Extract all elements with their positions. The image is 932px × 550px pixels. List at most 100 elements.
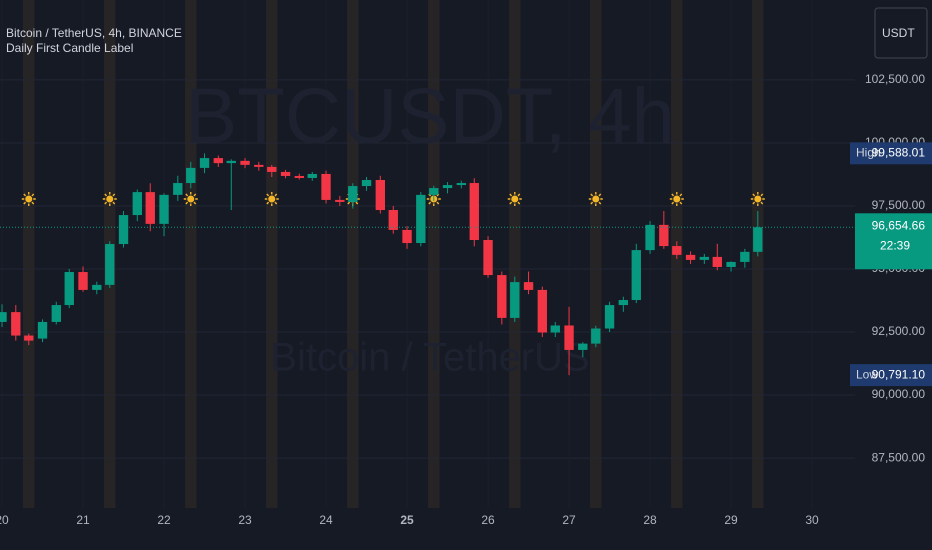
candle-body (523, 282, 534, 290)
last-price-label: 96,654.66 (872, 218, 926, 232)
low-marker-text: Low (856, 367, 878, 381)
candle-body (118, 215, 129, 245)
candle-body (388, 210, 398, 230)
candle-body (173, 183, 183, 195)
day-start-icon (673, 195, 681, 203)
candle-body (429, 188, 439, 195)
candle-body (645, 224, 655, 251)
low-marker-label: 90,791.10 (872, 367, 926, 381)
x-tick-label: 22 (157, 513, 171, 527)
candle-body (578, 343, 588, 350)
day-start-band (347, 0, 359, 508)
y-tick-label: 102,500.00 (865, 72, 925, 86)
candle-body (659, 224, 669, 247)
candle-body (24, 335, 34, 341)
candle-body (37, 321, 48, 339)
candle-body (226, 160, 236, 164)
day-start-band (428, 0, 440, 508)
day-start-icon (187, 195, 195, 203)
day-start-icon (507, 192, 522, 206)
candle-body (361, 180, 372, 187)
candle-body (564, 325, 574, 350)
day-start-band (590, 0, 602, 508)
candle-body (726, 261, 736, 267)
x-tick-label: 25 (400, 513, 414, 527)
candle-body (335, 199, 345, 202)
currency-button[interactable] (874, 7, 928, 59)
x-tick-label: 29 (724, 513, 738, 527)
low-marker-box (850, 364, 932, 387)
high-marker-text: High (856, 146, 881, 160)
candle-body (294, 175, 304, 178)
currency-label[interactable]: USDT (882, 26, 915, 40)
candle-body (537, 289, 548, 333)
x-tick-label: 21 (76, 513, 90, 527)
candle-body (442, 185, 453, 189)
candle-body (254, 164, 264, 167)
candle-body (78, 272, 88, 290)
day-start-icon (592, 195, 600, 203)
candle-body (456, 183, 467, 186)
candle-body (64, 272, 74, 306)
x-tick-label: 28 (643, 513, 657, 527)
countdown-label: 22:39 (880, 238, 910, 252)
day-start-icon (21, 192, 36, 206)
x-tick-label: 23 (238, 513, 252, 527)
x-tick-label: 27 (562, 513, 576, 527)
candle-body (0, 312, 7, 322)
candle-body (321, 173, 331, 200)
day-start-icon (268, 195, 276, 203)
candle-body (740, 251, 750, 262)
candle-body (469, 183, 479, 241)
candle-body (416, 194, 426, 244)
candle-body (483, 240, 493, 276)
candle-body (51, 305, 61, 322)
day-start-icon (588, 192, 603, 206)
x-tick-label: 20 (0, 513, 9, 527)
candle-body (631, 250, 641, 301)
day-start-icon (754, 195, 762, 203)
symbol-title: Bitcoin / TetherUS, 4h, BINANCE (6, 26, 182, 40)
candle-body (132, 192, 142, 216)
watermark: BTCUSDT, 4h (185, 72, 675, 160)
candle-body (591, 328, 601, 344)
candle-body (280, 171, 291, 176)
candle-body (240, 160, 250, 165)
candle-body (699, 256, 710, 260)
candle-body (159, 194, 169, 224)
candle-body (145, 192, 155, 224)
day-start-icon (511, 195, 519, 203)
candle-body (497, 275, 507, 318)
high-marker-box (850, 142, 932, 165)
y-tick-label: 90,000.00 (872, 387, 926, 401)
candle-body (105, 244, 115, 285)
day-start-icon (183, 192, 198, 206)
candle-body (375, 180, 385, 211)
x-tick-label: 24 (319, 513, 333, 527)
candle-body (550, 325, 560, 333)
y-tick-label: 87,500.00 (872, 450, 926, 464)
candle-body (92, 284, 102, 290)
day-start-icon (264, 192, 279, 206)
candle-body (510, 282, 520, 318)
y-tick-label: 92,500.00 (872, 324, 926, 338)
candle-body (618, 300, 629, 306)
x-tick-label: 30 (805, 513, 819, 527)
candle-body (307, 173, 317, 178)
day-start-icon (102, 192, 117, 206)
day-start-icon (106, 195, 114, 203)
candle-body (199, 158, 210, 168)
day-start-icon (669, 192, 684, 206)
indicator-name: Daily First Candle Label (6, 41, 133, 55)
candle-body (604, 305, 615, 329)
candle-body (685, 254, 696, 260)
day-start-band (23, 0, 35, 508)
last-price-box (855, 213, 932, 270)
candle-body (11, 312, 21, 336)
watermark-subtitle: Bitcoin / TetherUS (270, 336, 589, 380)
x-tick-label: 26 (481, 513, 495, 527)
y-tick-label: 97,500.00 (872, 198, 926, 212)
day-start-band (509, 0, 521, 508)
high-marker-label: 99,588.01 (872, 146, 926, 160)
